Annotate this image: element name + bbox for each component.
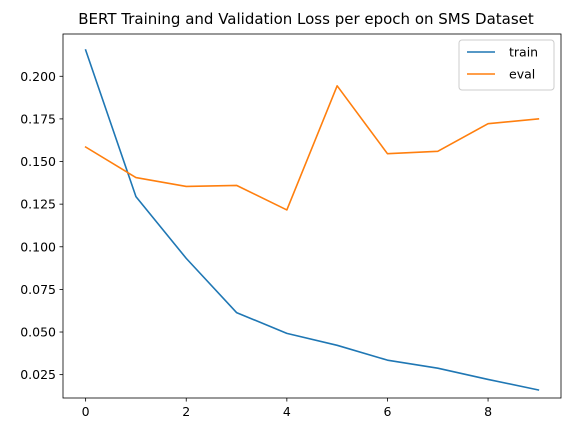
legend: train eval: [458, 39, 555, 91]
y-tick-label: 0.150: [20, 154, 56, 169]
y-tick-label: 0.050: [20, 325, 56, 340]
x-tick-label: 2: [182, 404, 190, 419]
chart-title: BERT Training and Validation Loss per ep…: [78, 10, 534, 28]
x-tick-label: 6: [383, 404, 391, 419]
series-line-train: [84, 49, 540, 391]
plot-frame: [62, 33, 562, 399]
x-tick-label: 8: [484, 404, 492, 419]
series-group: [84, 49, 540, 391]
y-tick-label: 0.175: [20, 111, 56, 126]
series-line-eval: [84, 85, 540, 211]
y-axis: 0.025 0.050 0.075 0.100 0.125 0.150 0.175 0.200: [20, 69, 63, 382]
y-tick-label: 0.125: [20, 197, 56, 212]
y-tick-label: 0.075: [20, 282, 56, 297]
x-tick-label: 0: [82, 404, 90, 419]
y-tick-label: 0.100: [20, 239, 56, 254]
y-tick-label: 0.200: [20, 69, 56, 84]
legend-label-eval: eval: [509, 67, 535, 82]
x-tick-label: 4: [283, 404, 291, 419]
y-tick-label: 0.025: [20, 367, 56, 382]
legend-box: [458, 39, 555, 91]
x-axis: 0 2 4 6 8: [82, 398, 492, 419]
legend-label-train: train: [509, 45, 538, 60]
